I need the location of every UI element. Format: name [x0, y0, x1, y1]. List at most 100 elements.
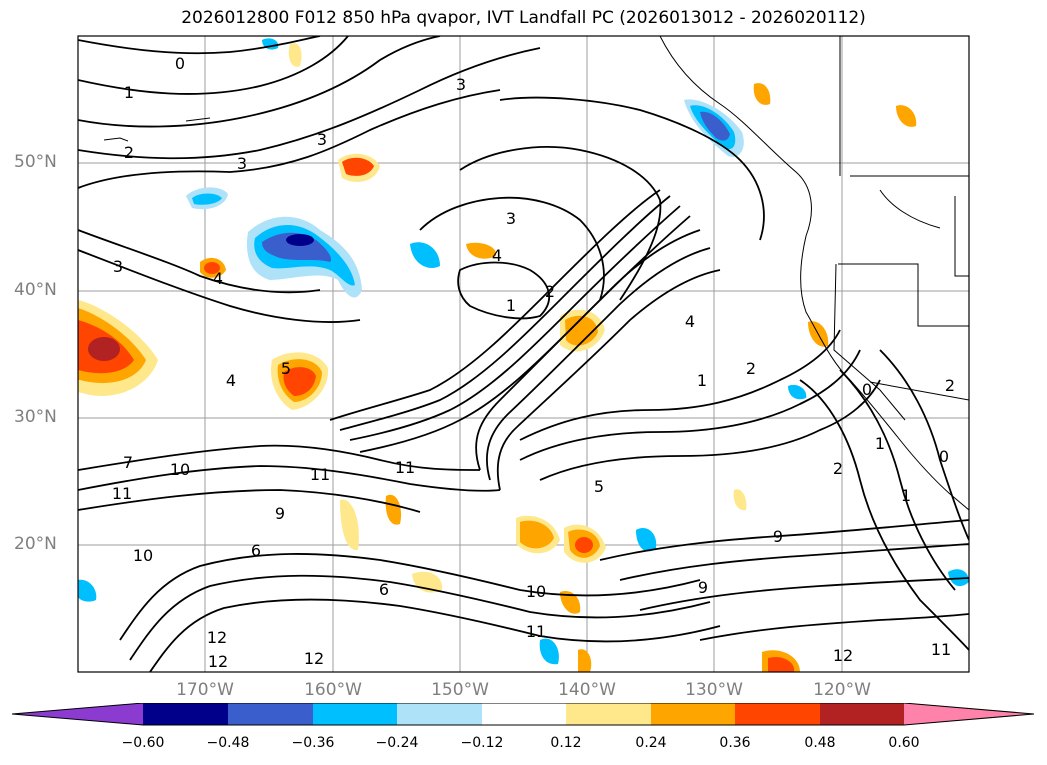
anomaly-patch: [466, 242, 497, 259]
contour-line: [519, 349, 861, 461]
state-border: [869, 381, 969, 401]
contour-label: 1: [697, 371, 707, 390]
contour-line: [129, 574, 711, 661]
contour-line: [519, 329, 841, 441]
map-frame: [77, 35, 970, 673]
colorbar-tick-label: 0.36: [719, 735, 751, 751]
contour-line: [78, 89, 501, 189]
anomaly-patch: [636, 528, 657, 552]
contour-label: 3: [506, 209, 516, 228]
contour-label: 11: [112, 484, 132, 503]
lat-tick-label: 40°N: [14, 280, 57, 300]
contour-label: 2: [833, 459, 843, 478]
contour-line: [879, 349, 969, 541]
contour-line: [486, 247, 711, 481]
contour-line: [839, 369, 956, 591]
state-border: [879, 189, 941, 229]
contour-line: [78, 47, 541, 160]
colorbar-tick-label: −0.24: [375, 735, 419, 751]
contour-label: 1: [901, 486, 911, 505]
contour-label: 3: [113, 257, 123, 276]
colorbar-bin: [482, 703, 568, 725]
contour-label: 4: [226, 371, 236, 390]
contour-label: 10: [170, 460, 190, 479]
contour-label: 1: [124, 83, 134, 102]
anomaly-patch: [286, 234, 314, 246]
contour-line: [78, 249, 361, 323]
contour-labels: 0 1 2 3 3 3 3 3 4 4 4 5 5 6 6 7 9 10 10 …: [112, 54, 955, 671]
anomaly-patch: [410, 242, 440, 268]
anomaly-patch: [385, 494, 402, 525]
contour-line: [799, 379, 969, 651]
state-border: [833, 263, 906, 421]
contour-label: 4: [492, 246, 502, 265]
contour-line: [539, 379, 881, 481]
colorbar-bin: [566, 703, 652, 725]
contour-label: 2: [746, 359, 756, 378]
map-title: 2026012800 F012 850 hPa qvapor, IVT Land…: [181, 8, 866, 28]
contour-label: 11: [310, 465, 330, 484]
contour-label: 1: [875, 434, 885, 453]
anomaly-patch: [565, 315, 598, 346]
contour-line: [457, 261, 550, 320]
colorbar-outline: [12, 703, 1035, 726]
lon-tick-label: 140°W: [558, 680, 616, 700]
anomaly-patch: [283, 367, 316, 396]
contour-label: 0: [175, 54, 185, 73]
lat-tick-label: 50°N: [14, 152, 57, 172]
colorbar-tick-label: 0.48: [804, 735, 836, 751]
state-border: [838, 263, 969, 327]
contour-line: [359, 215, 691, 453]
contour-line: [619, 543, 969, 581]
contour-line: [149, 598, 721, 672]
colorbar-bin: [735, 703, 821, 725]
contour-label: 3: [317, 130, 327, 149]
anomaly-patch: [539, 638, 559, 665]
contour-label: 3: [237, 154, 247, 173]
contour-label: 3: [456, 75, 466, 94]
contour-line: [419, 196, 605, 301]
colorbar-bin: [651, 703, 737, 725]
colorbar-bin: [820, 703, 906, 725]
contour-line: [329, 189, 661, 421]
lon-tick-label: 160°W: [304, 680, 362, 700]
contour-label: 0: [862, 380, 872, 399]
lon-tick-label: 170°W: [176, 680, 234, 700]
contour-line: [119, 553, 701, 641]
colorbar-extend-low: [12, 703, 143, 725]
contour-label: 5: [594, 477, 604, 496]
contour-line: [459, 146, 662, 301]
anomaly-patch: [896, 105, 917, 127]
contour-label: 2: [545, 282, 555, 301]
contour-line: [78, 465, 501, 492]
coastlines: [103, 36, 969, 511]
contour-label: 5: [281, 359, 291, 378]
contour-label: 9: [275, 504, 285, 523]
contour-line: [699, 613, 969, 641]
contour-label: 6: [379, 580, 389, 599]
contour-line: [496, 269, 721, 491]
contour-label: 9: [773, 527, 783, 546]
anomaly-patch: [575, 537, 593, 553]
colorbar-tick-label: 0.24: [635, 735, 667, 751]
anomaly-patch: [204, 262, 220, 274]
map-area: [78, 36, 969, 672]
colorbar-tick-label: −0.48: [206, 735, 250, 751]
contour-label: 1: [506, 296, 516, 315]
contour-line: [339, 195, 671, 431]
lon-tick-label: 150°W: [431, 680, 489, 700]
anomaly-patch: [192, 193, 222, 205]
contour-label: 4: [213, 269, 223, 288]
colorbar-tick-label: −0.60: [121, 735, 165, 751]
contour-line: [78, 36, 441, 128]
anomaly-patch: [578, 649, 592, 672]
colorbar-tick-label: −0.36: [291, 735, 335, 751]
lat-tick-label: 30°N: [14, 407, 57, 427]
contour-label: 2: [124, 143, 134, 162]
colorbar-tick-label: −0.12: [460, 735, 504, 751]
anomaly-patch: [768, 656, 795, 672]
colorbar-bin: [313, 703, 399, 725]
filled-anomalies: [78, 38, 969, 672]
contour-label: 11: [526, 622, 546, 641]
